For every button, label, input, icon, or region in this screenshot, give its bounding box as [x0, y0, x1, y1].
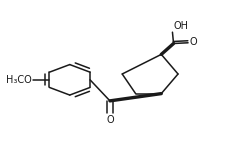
Text: OH: OH: [174, 21, 189, 31]
Text: O: O: [189, 37, 197, 47]
Text: H₃CO: H₃CO: [6, 75, 32, 85]
Text: O: O: [106, 115, 114, 125]
